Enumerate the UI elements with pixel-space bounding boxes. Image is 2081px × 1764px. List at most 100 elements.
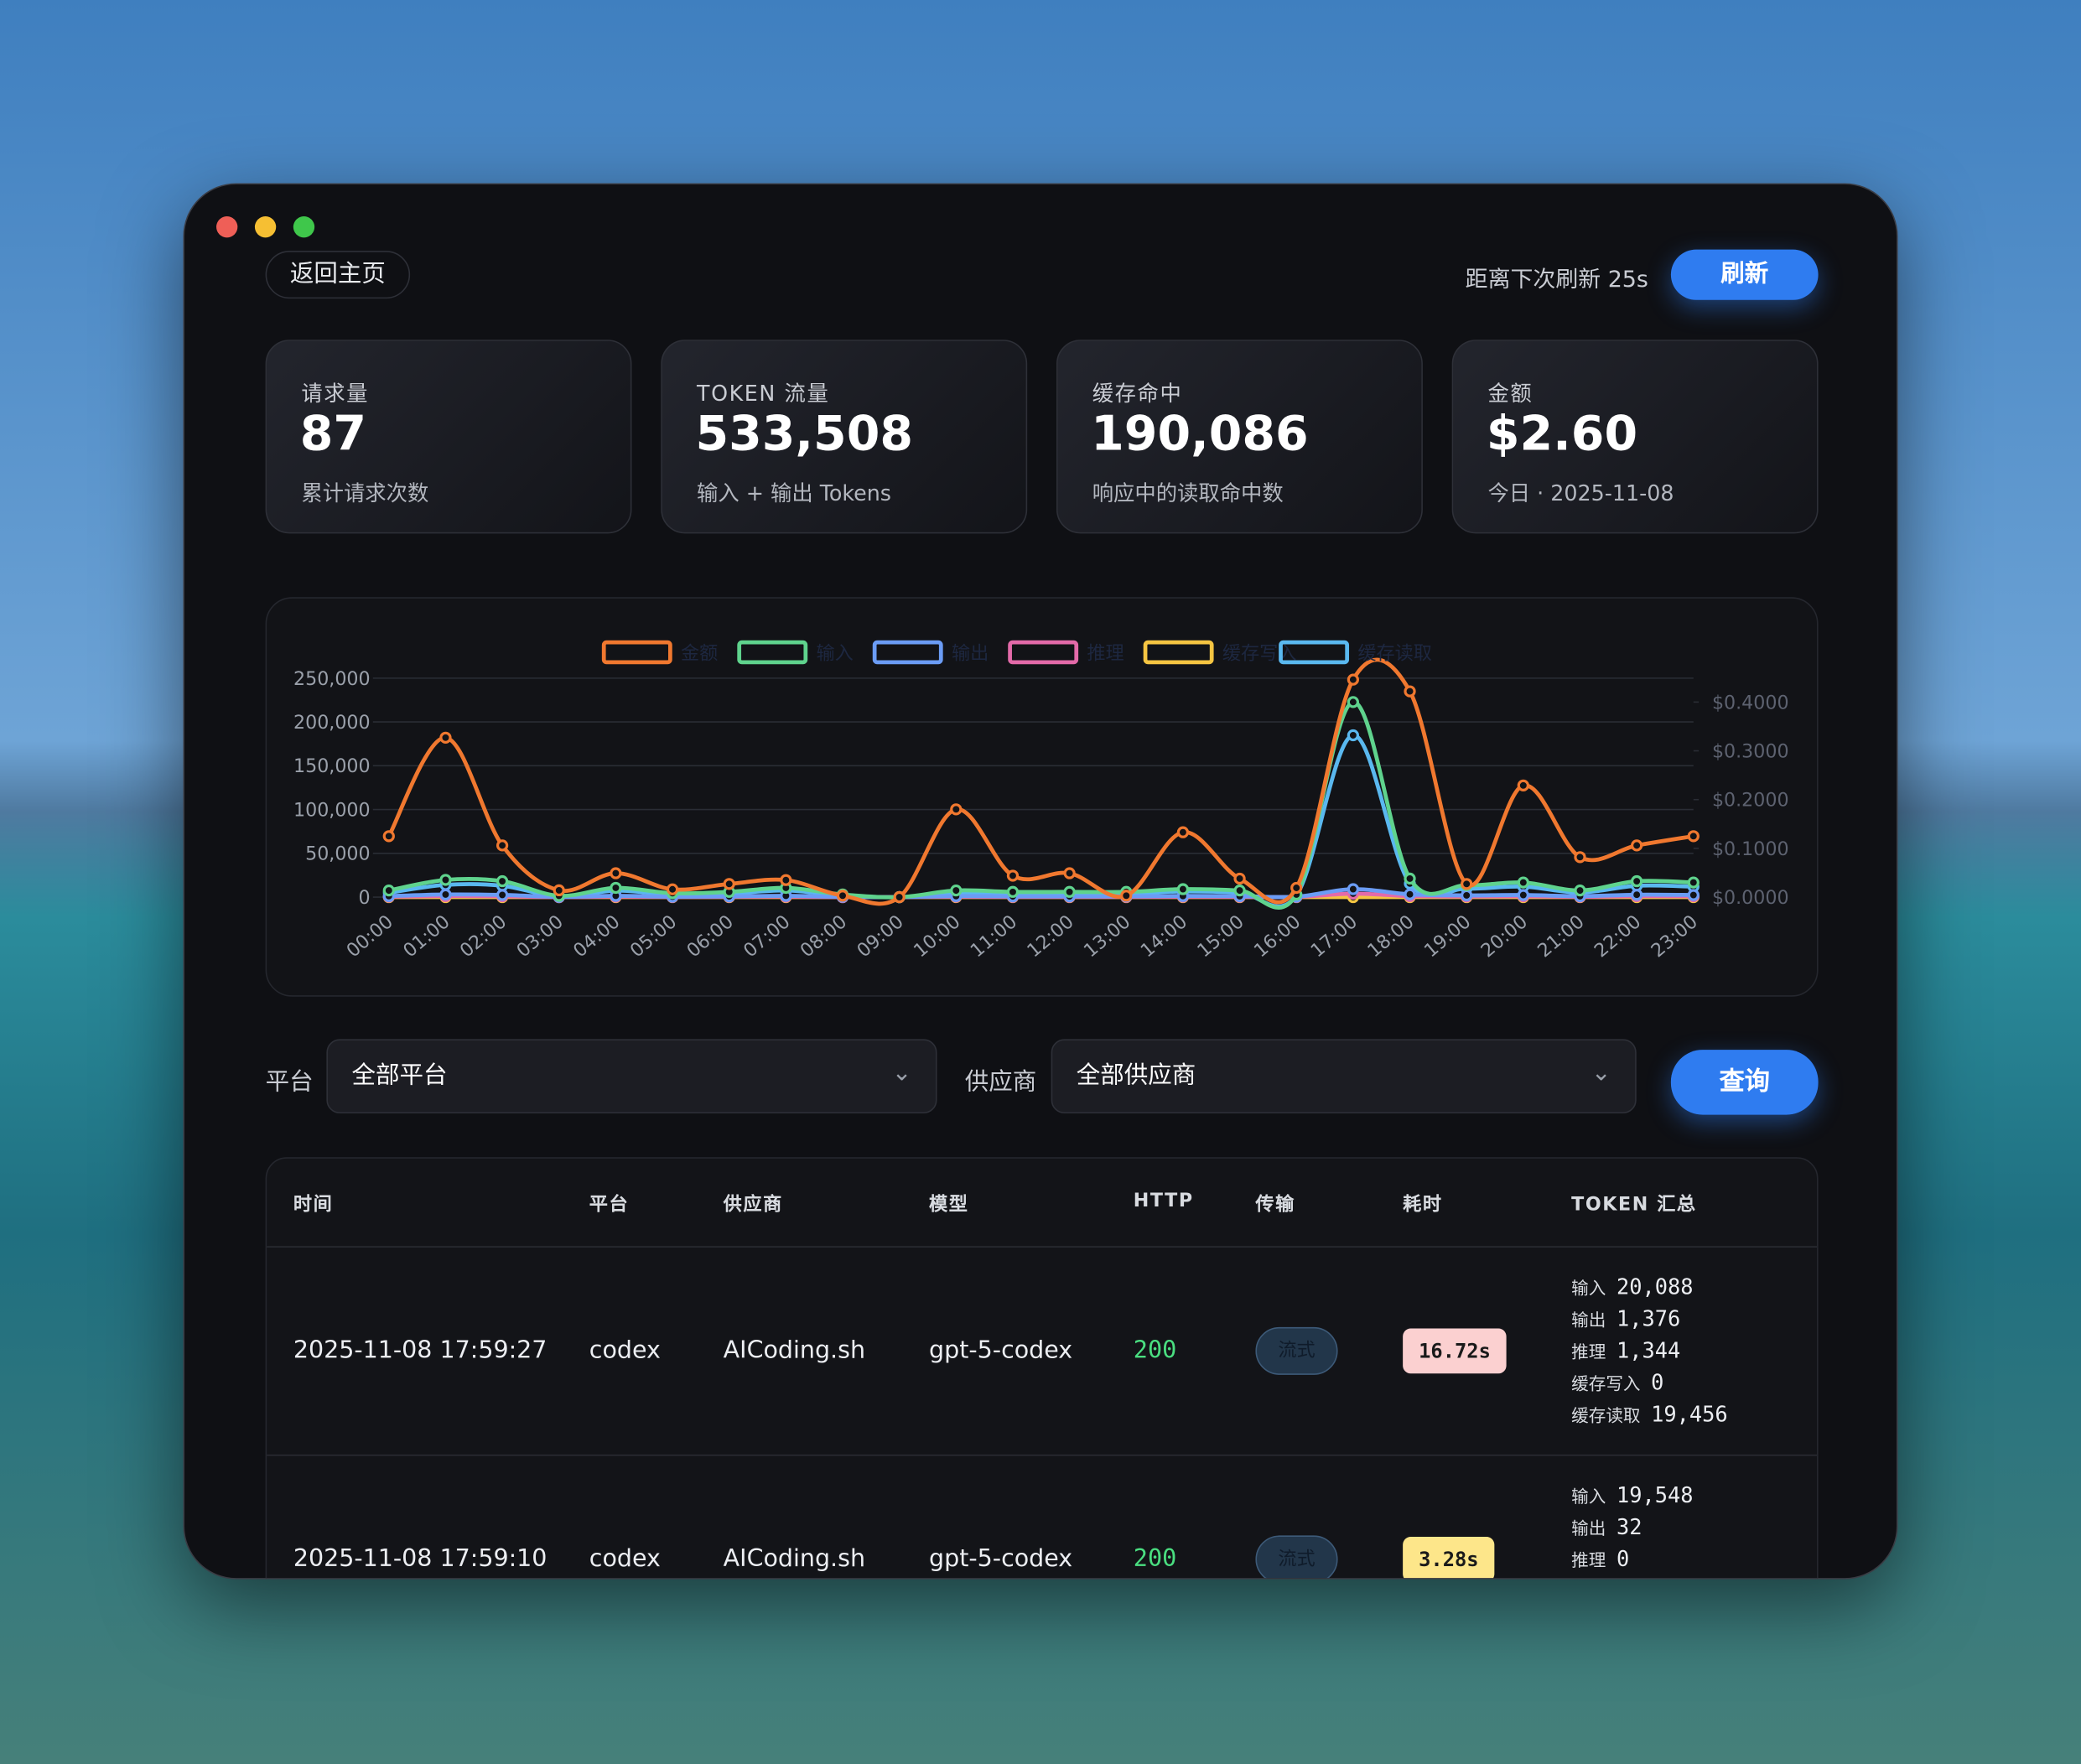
x-tick-label: 17:00 [1306,911,1362,962]
select-value: 全部供应商 [1076,1061,1196,1090]
column-header: 时间 [293,1194,334,1216]
data-point [382,830,395,843]
data-point [496,874,509,888]
divider [267,1246,1818,1248]
data-point [1233,872,1246,885]
x-tick-label: 18:00 [1363,911,1419,962]
x-tick-label: 01:00 [399,911,454,962]
stat-note: 响应中的读取命中数 [1092,480,1284,506]
column-header: 供应商 [723,1194,783,1216]
legend-swatch [1143,640,1214,665]
cell-time: 2025-11-08 17:59:10 [293,1544,547,1573]
cell-model: gpt-5-codex [929,1336,1073,1365]
x-tick-label: 23:00 [1647,911,1702,962]
chevron: ⌄ [1591,1059,1611,1087]
legend-label: 金额 [681,643,718,665]
x-tick-label: 06:00 [682,911,738,962]
refresh-button[interactable]: 刷新 [1670,249,1819,300]
y2-tick-label: $0.2000 [1712,790,1789,812]
query-button[interactable]: 查询 [1670,1050,1819,1115]
token-line: 输入 19,548 [1571,1482,1693,1507]
token-line: 输出 1,376 [1571,1306,1680,1331]
x-tick-label: 15:00 [1193,911,1248,962]
chevron: ⌄ [891,1059,912,1087]
back-button[interactable]: 返回主页 [265,251,411,299]
stat-label: 请求量 [301,381,370,407]
x-tick-label: 12:00 [1023,911,1078,962]
legend-label: 缓存读取 [1357,643,1432,665]
stat-note: 输入 + 输出 Tokens [697,480,891,506]
y-tick-label: 100,000 [293,799,371,821]
data-point [496,889,509,901]
x-tick-label: 16:00 [1250,911,1305,962]
token-line: 缓存读取 19,456 [1571,1402,1727,1427]
data-point [1574,884,1586,897]
duration-badge: 16.72s [1403,1328,1507,1374]
data-point [1176,826,1190,838]
data-point [1574,851,1586,864]
x-tick-label: 11:00 [967,911,1022,962]
data-point [1176,883,1190,895]
minimize-button[interactable] [254,216,277,238]
stat-note: 累计请求次数 [301,480,429,506]
x-tick-label: 03:00 [512,911,568,962]
column-header: TOKEN 汇总 [1571,1194,1697,1216]
y-tick-label: 50,000 [305,843,371,865]
stat-card: 缓存命中 190,086 响应中的读取命中数 [1056,340,1423,534]
x-tick-label: 22:00 [1591,911,1646,962]
data-point [1461,889,1473,902]
data-point [1631,874,1643,888]
y2-tick-label: $0.4000 [1712,692,1789,713]
x-tick-label: 14:00 [1136,911,1191,962]
token-label: 输入 [1571,1279,1606,1300]
data-point [1347,883,1360,895]
duration-badge: 3.28s [1403,1537,1495,1579]
x-tick-label: 21:00 [1534,911,1589,962]
select-value: 全部平台 [351,1061,448,1090]
x-tick-label: 09:00 [853,911,908,962]
data-point [1063,867,1076,879]
data-point [1517,876,1529,889]
token-value: 20,088 [1617,1274,1694,1300]
zoom-button[interactable] [293,216,315,238]
data-point [1687,876,1700,889]
token-line: 缓存写入 0 [1571,1370,1663,1395]
stat-card: 请求量 87 累计请求次数 [265,340,632,534]
filter-label: 平台 [265,1068,314,1097]
column-header: HTTP [1133,1190,1194,1212]
provider-select[interactable]: 全部供应商 ⌄ [1051,1039,1637,1114]
stat-value: $2.60 [1486,407,1638,462]
stat-label: 缓存命中 [1092,381,1183,407]
data-point [1631,839,1643,852]
column-header: 平台 [589,1194,630,1216]
close-button[interactable] [216,216,238,238]
token-line: 输出 32 [1571,1514,1642,1539]
y-tick-label: 250,000 [293,668,371,690]
data-point [610,881,622,895]
legend-label: 输出 [952,643,989,665]
filter-label: 供应商 [964,1068,1037,1097]
data-point [1347,696,1360,708]
token-value: 1,376 [1617,1305,1681,1331]
data-point [1461,878,1473,890]
cell-time: 2025-11-08 17:59:27 [293,1336,547,1365]
legend-swatch [737,640,808,665]
cell-model: gpt-5-codex [929,1544,1073,1573]
token-value: 1,344 [1617,1337,1681,1363]
token-line: 推理 1,344 [1571,1338,1680,1363]
token-line: 输入 20,088 [1571,1274,1693,1300]
data-point [1517,889,1529,901]
x-tick-label: 00:00 [342,911,397,962]
data-point [1687,889,1700,901]
window: 返回主页 距离下次刷新 25s 刷新 0 50,000 100,000 150,000… [183,183,1898,1580]
table: 时间 平台 供应商 模型 HTTP 传输 耗时 TOKEN 汇总 2025-11-08 17:5… [265,1157,1819,1579]
x-tick-label: 10:00 [910,911,965,962]
y2-tick-label: $0.3000 [1712,740,1789,762]
data-point [1006,869,1020,882]
column-header: 传输 [1255,1194,1295,1216]
x-tick-label: 19:00 [1420,911,1476,962]
platform-select[interactable]: 全部平台 ⌄ [326,1039,937,1114]
legend-swatch [1279,640,1350,665]
data-point [950,884,963,897]
